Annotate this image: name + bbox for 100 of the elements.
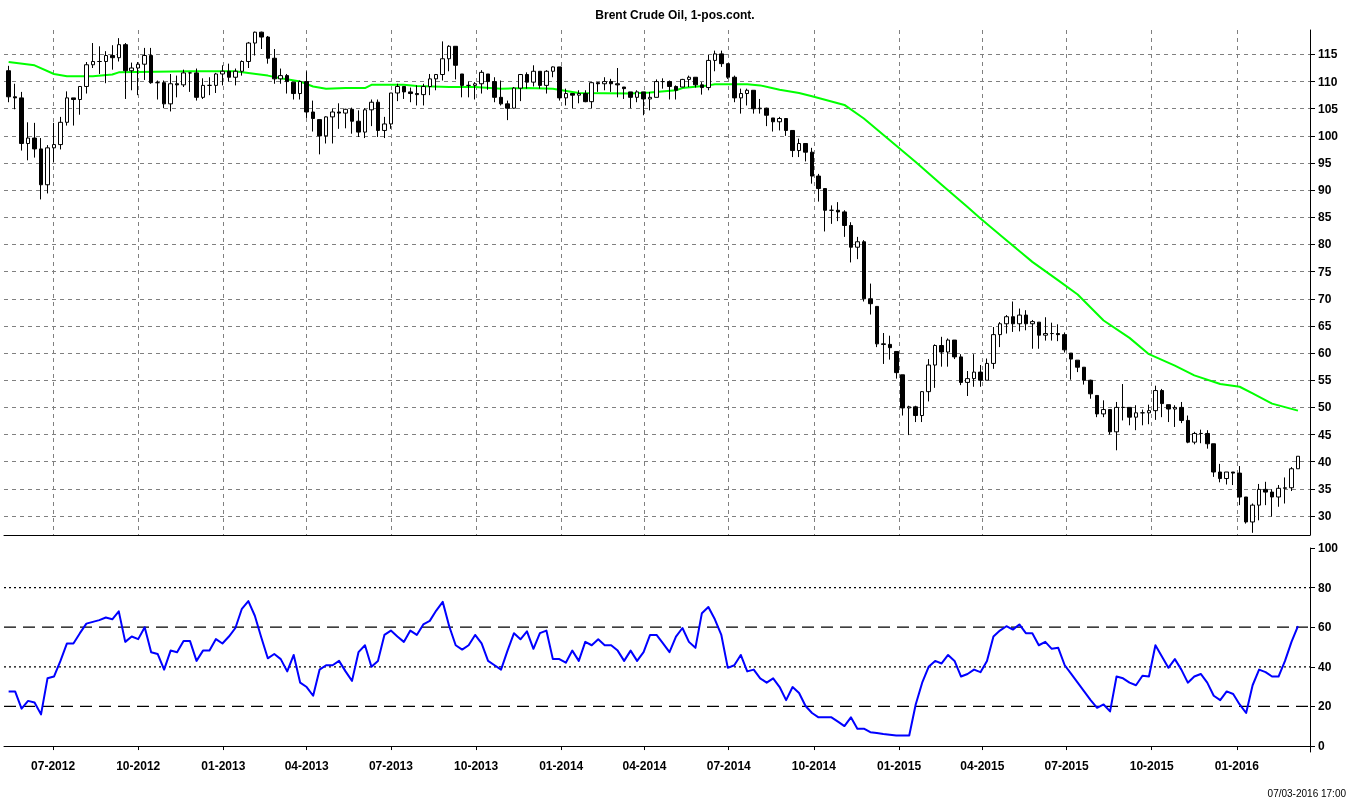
- candlestick: [771, 117, 775, 133]
- candlestick: [466, 81, 471, 98]
- candlestick: [985, 358, 989, 381]
- candlestick: [1114, 401, 1119, 451]
- candlestick: [1173, 404, 1177, 428]
- candlestick: [978, 364, 983, 388]
- candlestick: [531, 64, 536, 87]
- candlestick: [713, 50, 717, 72]
- y-tick-label: 110: [1318, 74, 1338, 89]
- candlestick: [473, 81, 477, 101]
- candlestick: [330, 108, 335, 144]
- candlestick: [104, 50, 108, 84]
- candlestick: [1250, 503, 1255, 534]
- x-tick-label: 10-2015: [1129, 759, 1175, 773]
- candlestick: [881, 332, 886, 365]
- candlestick: [253, 31, 257, 57]
- candlestick: [726, 63, 730, 80]
- candlestick: [998, 321, 1002, 348]
- candlestick: [1231, 471, 1235, 486]
- candlestick: [505, 100, 510, 121]
- candlestick: [227, 63, 231, 83]
- y-tick-label: 70: [1318, 291, 1332, 306]
- y-tick-label: 40: [1318, 659, 1332, 674]
- candlestick: [285, 73, 289, 95]
- candlestick: [1192, 431, 1197, 445]
- candlestick: [1134, 404, 1138, 431]
- candlestick: [363, 107, 367, 139]
- candlestick: [1153, 385, 1158, 421]
- candlestick: [259, 31, 264, 50]
- y-tick-label: 115: [1318, 47, 1338, 62]
- candlestick: [693, 76, 698, 89]
- candlestick: [926, 358, 931, 402]
- candlestick: [959, 353, 963, 386]
- candlestick: [1166, 404, 1171, 423]
- candlestick: [1043, 316, 1048, 342]
- candlestick: [356, 109, 361, 138]
- candlestick: [797, 138, 801, 158]
- candlestick: [855, 236, 860, 260]
- candlestick: [382, 116, 387, 139]
- candlestick: [266, 35, 270, 65]
- y-tick-label: 45: [1318, 427, 1332, 442]
- candlestick: [777, 116, 782, 131]
- candlestick: [1088, 379, 1093, 400]
- candlestick: [350, 107, 354, 135]
- y-tick-label: 35: [1318, 481, 1332, 496]
- line-series: [7, 600, 1299, 737]
- candlestick: [622, 86, 626, 100]
- candlestick: [628, 91, 633, 109]
- y-tick-label: 40: [1318, 454, 1332, 469]
- candlestick: [900, 374, 905, 417]
- x-tick-label: 07-2012: [31, 759, 76, 773]
- candlestick: [434, 73, 438, 91]
- candlestick: [518, 73, 523, 102]
- candlestick: [1276, 484, 1281, 508]
- candlestick: [1224, 471, 1229, 485]
- candlestick: [1237, 465, 1242, 506]
- line-series: [7, 61, 1299, 412]
- candlestick: [674, 84, 678, 101]
- candlestick: [615, 67, 620, 98]
- candlestick: [207, 76, 212, 96]
- candlestick: [784, 118, 788, 137]
- candlestick: [369, 99, 374, 127]
- candlestick: [1030, 319, 1035, 350]
- candlestick: [1257, 483, 1261, 521]
- candlestick: [1004, 314, 1009, 335]
- x-tick-label: 04-2014: [622, 759, 667, 773]
- candlestick: [745, 88, 749, 106]
- x-tick-label: 01-2013: [201, 759, 246, 773]
- candlestick: [544, 69, 549, 95]
- candlestick: [117, 37, 121, 62]
- candlestick: [460, 73, 464, 98]
- candlestick: [304, 70, 309, 119]
- candlestick: [1011, 301, 1015, 333]
- y-tick-label: 20: [1318, 699, 1332, 714]
- candlestick: [1062, 331, 1067, 354]
- candlestick: [609, 78, 613, 93]
- candlestick: [875, 305, 879, 348]
- candlestick: [240, 59, 244, 77]
- candlestick: [84, 61, 89, 95]
- candlestick: [803, 142, 808, 162]
- candlestick: [862, 239, 866, 303]
- x-tick-label: 04-2013: [284, 759, 330, 773]
- candlestick: [512, 86, 516, 110]
- x-tick-label: 10-2012: [116, 759, 161, 773]
- y-tick-label: 105: [1318, 101, 1339, 116]
- candlestick: [343, 108, 348, 129]
- candlestick: [596, 81, 600, 93]
- candlestick: [1075, 359, 1080, 373]
- candlestick: [499, 80, 503, 106]
- candlestick: [849, 221, 853, 263]
- y-tick-label: 95: [1318, 156, 1332, 171]
- candlestick: [868, 283, 873, 316]
- candlestick: [1024, 309, 1028, 331]
- x-tick-label: 07-2013: [368, 759, 414, 773]
- y-tick-label: 30: [1318, 508, 1332, 523]
- candlestick: [907, 405, 911, 436]
- candlestick: [1263, 481, 1268, 506]
- candlestick: [1289, 466, 1294, 492]
- candlestick: [110, 44, 115, 71]
- candlestick: [428, 73, 432, 96]
